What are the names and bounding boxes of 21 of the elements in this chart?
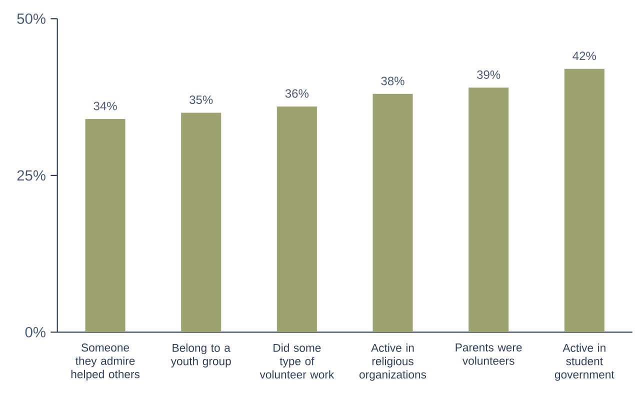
data-label: 39%	[477, 70, 500, 80]
y-tick-label: 0%	[25, 327, 46, 338]
bar	[85, 119, 126, 332]
x-tick-label: Parents were volunteers	[456, 344, 522, 365]
bar	[372, 94, 413, 332]
data-label: 38%	[381, 76, 404, 86]
y-tick-label: 50%	[17, 14, 46, 24]
x-tick-label: Active in student government	[554, 344, 614, 381]
bar	[564, 68, 604, 332]
data-label: 35%	[190, 96, 213, 104]
bar	[181, 112, 222, 332]
data-label: 34%	[94, 102, 117, 110]
y-tick-label: 25%	[17, 170, 46, 181]
bar	[276, 106, 317, 332]
x-tick-label: Active in religious organizations	[360, 344, 426, 381]
x-tick-label: Someone they admire helped others	[71, 344, 140, 381]
data-label: 36%	[285, 89, 309, 98]
bar	[468, 88, 509, 332]
data-label: 42%	[572, 52, 596, 60]
x-tick-label: Belong to a youth group	[170, 344, 231, 368]
x-tick-label: Did some type of volunteer work	[260, 344, 334, 379]
